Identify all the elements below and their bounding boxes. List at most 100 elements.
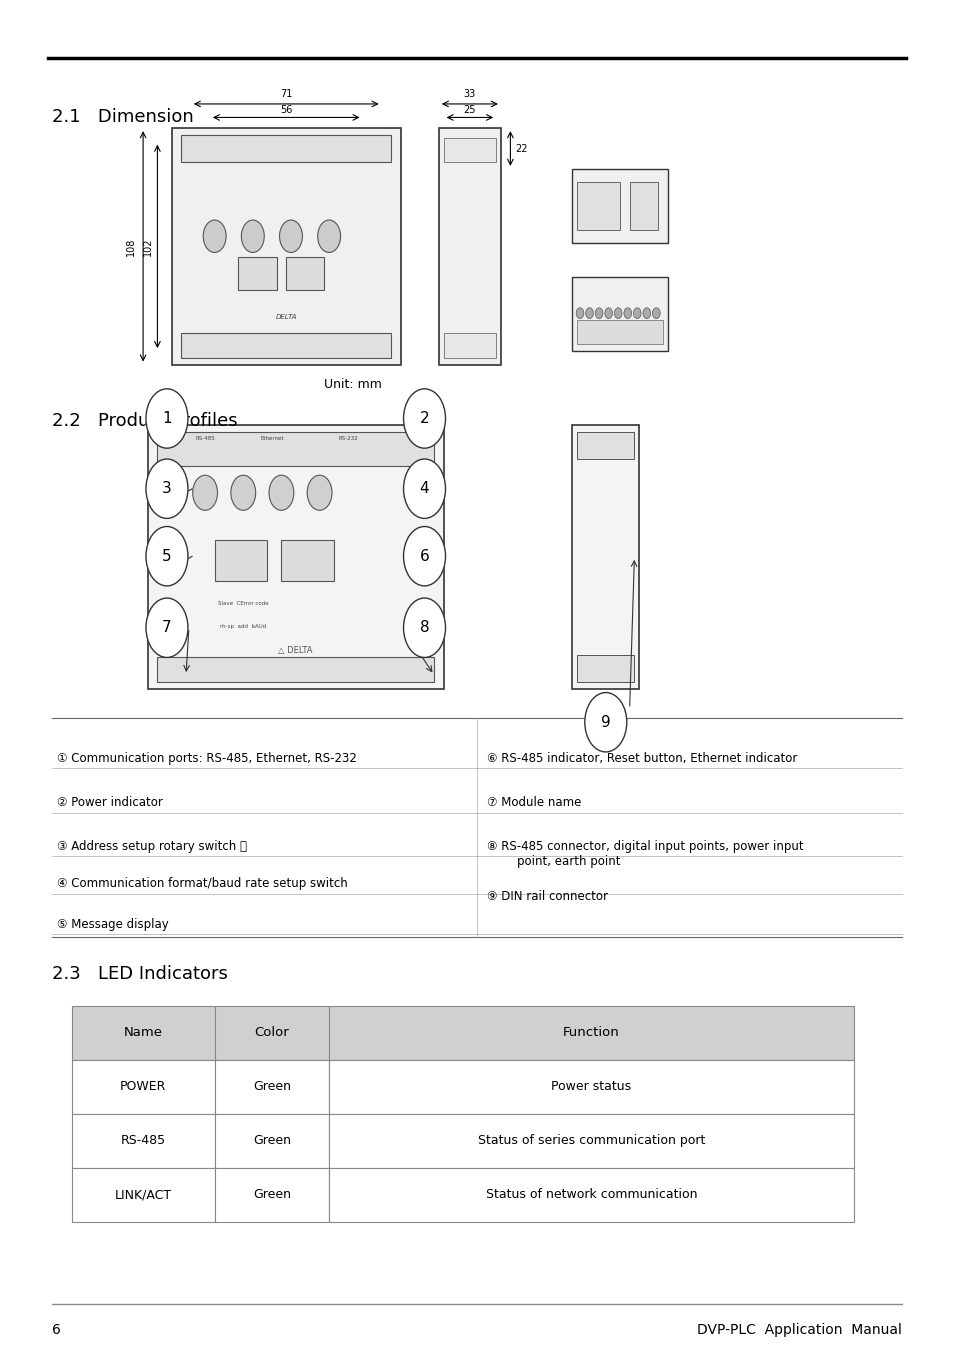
Bar — [181, 333, 391, 358]
Text: Name: Name — [124, 1026, 162, 1040]
Circle shape — [146, 389, 188, 448]
Circle shape — [193, 475, 217, 510]
Text: △ DELTA: △ DELTA — [278, 647, 313, 655]
Circle shape — [623, 308, 631, 319]
Text: 102: 102 — [143, 238, 152, 255]
Text: ③ Address setup rotary switch 。: ③ Address setup rotary switch 。 — [57, 840, 247, 853]
Text: Function: Function — [562, 1026, 619, 1040]
Text: Status of series communication port: Status of series communication port — [477, 1134, 704, 1148]
Text: Power status: Power status — [551, 1080, 631, 1094]
Bar — [629, 182, 658, 230]
Text: Unit: mm: Unit: mm — [324, 378, 381, 392]
Bar — [71, 1168, 214, 1222]
Text: 2.1   Dimension: 2.1 Dimension — [52, 108, 194, 126]
Text: 71: 71 — [280, 89, 292, 99]
Text: 5: 5 — [162, 548, 172, 564]
Text: LINK/ACT: LINK/ACT — [114, 1188, 172, 1202]
Text: 25: 25 — [463, 105, 476, 115]
Bar — [329, 1060, 853, 1114]
Bar — [443, 138, 496, 162]
Circle shape — [584, 693, 626, 752]
Text: ① Communication ports: RS-485, Ethernet, RS-232: ① Communication ports: RS-485, Ethernet,… — [57, 752, 356, 765]
Text: 2.3   LED Indicators: 2.3 LED Indicators — [52, 965, 228, 983]
Bar — [157, 432, 434, 466]
Circle shape — [576, 308, 583, 319]
Circle shape — [269, 475, 294, 510]
Bar — [329, 1114, 853, 1168]
Circle shape — [231, 475, 255, 510]
Text: 7: 7 — [162, 620, 172, 636]
Text: ⑧ RS-485 connector, digital input points, power input
        point, earth point: ⑧ RS-485 connector, digital input points… — [486, 840, 802, 868]
Text: 1: 1 — [162, 410, 172, 427]
Circle shape — [403, 389, 445, 448]
Bar — [214, 1060, 329, 1114]
FancyBboxPatch shape — [572, 425, 639, 688]
Text: POWER: POWER — [120, 1080, 166, 1094]
Text: Green: Green — [253, 1080, 291, 1094]
Text: Status of network communication: Status of network communication — [485, 1188, 697, 1202]
Bar — [286, 256, 324, 290]
Bar — [214, 540, 267, 580]
Circle shape — [307, 475, 332, 510]
Circle shape — [642, 308, 650, 319]
Bar — [577, 320, 662, 344]
Circle shape — [633, 308, 640, 319]
Text: 56: 56 — [280, 105, 292, 115]
Circle shape — [203, 220, 226, 252]
Bar — [572, 277, 667, 351]
Text: ④ Communication format/baud rate setup switch: ④ Communication format/baud rate setup s… — [57, 878, 348, 891]
Circle shape — [652, 308, 659, 319]
Text: ⑤ Message display: ⑤ Message display — [57, 918, 169, 932]
Circle shape — [146, 526, 188, 586]
Circle shape — [403, 459, 445, 518]
Text: 3: 3 — [162, 481, 172, 497]
Bar — [329, 1006, 853, 1060]
Bar — [577, 655, 634, 682]
Text: 33: 33 — [463, 89, 476, 99]
Text: DELTA: DELTA — [275, 315, 296, 320]
Circle shape — [146, 598, 188, 657]
Text: ② Power indicator: ② Power indicator — [57, 796, 163, 810]
Circle shape — [403, 526, 445, 586]
Text: rh-sp  add  bAUd: rh-sp add bAUd — [220, 624, 266, 629]
FancyBboxPatch shape — [438, 128, 500, 364]
Bar — [281, 540, 334, 580]
Text: ⑦ Module name: ⑦ Module name — [486, 796, 580, 810]
Circle shape — [614, 308, 621, 319]
Text: RS-485: RS-485 — [120, 1134, 166, 1148]
Bar — [214, 1114, 329, 1168]
Text: RS-485: RS-485 — [195, 436, 215, 441]
Bar — [577, 432, 634, 459]
Bar — [181, 135, 391, 162]
FancyBboxPatch shape — [148, 425, 443, 688]
Text: RS-232: RS-232 — [338, 436, 357, 441]
Bar — [214, 1006, 329, 1060]
Text: 8: 8 — [419, 620, 429, 636]
Text: 2: 2 — [419, 410, 429, 427]
Bar — [443, 333, 496, 358]
Text: 108: 108 — [126, 238, 135, 255]
Text: 22: 22 — [515, 143, 527, 154]
FancyBboxPatch shape — [172, 128, 400, 364]
Text: Slave  CError code: Slave CError code — [217, 601, 269, 606]
Circle shape — [585, 308, 593, 319]
Bar — [577, 182, 619, 230]
Circle shape — [604, 308, 612, 319]
Circle shape — [146, 459, 188, 518]
Text: Green: Green — [253, 1188, 291, 1202]
Bar — [157, 657, 434, 682]
Bar — [71, 1114, 214, 1168]
Text: DVP-PLC  Application  Manual: DVP-PLC Application Manual — [696, 1323, 901, 1336]
Text: 9: 9 — [600, 714, 610, 730]
Text: 2.2   Product Profiles: 2.2 Product Profiles — [52, 412, 238, 429]
Text: Ethernet: Ethernet — [260, 436, 283, 441]
Circle shape — [241, 220, 264, 252]
Bar — [214, 1168, 329, 1222]
Circle shape — [317, 220, 340, 252]
Text: 6: 6 — [52, 1323, 61, 1336]
Bar — [329, 1168, 853, 1222]
Text: Color: Color — [254, 1026, 289, 1040]
Text: ⑨ DIN rail connector: ⑨ DIN rail connector — [486, 890, 607, 903]
Bar — [71, 1060, 214, 1114]
Bar — [71, 1006, 214, 1060]
